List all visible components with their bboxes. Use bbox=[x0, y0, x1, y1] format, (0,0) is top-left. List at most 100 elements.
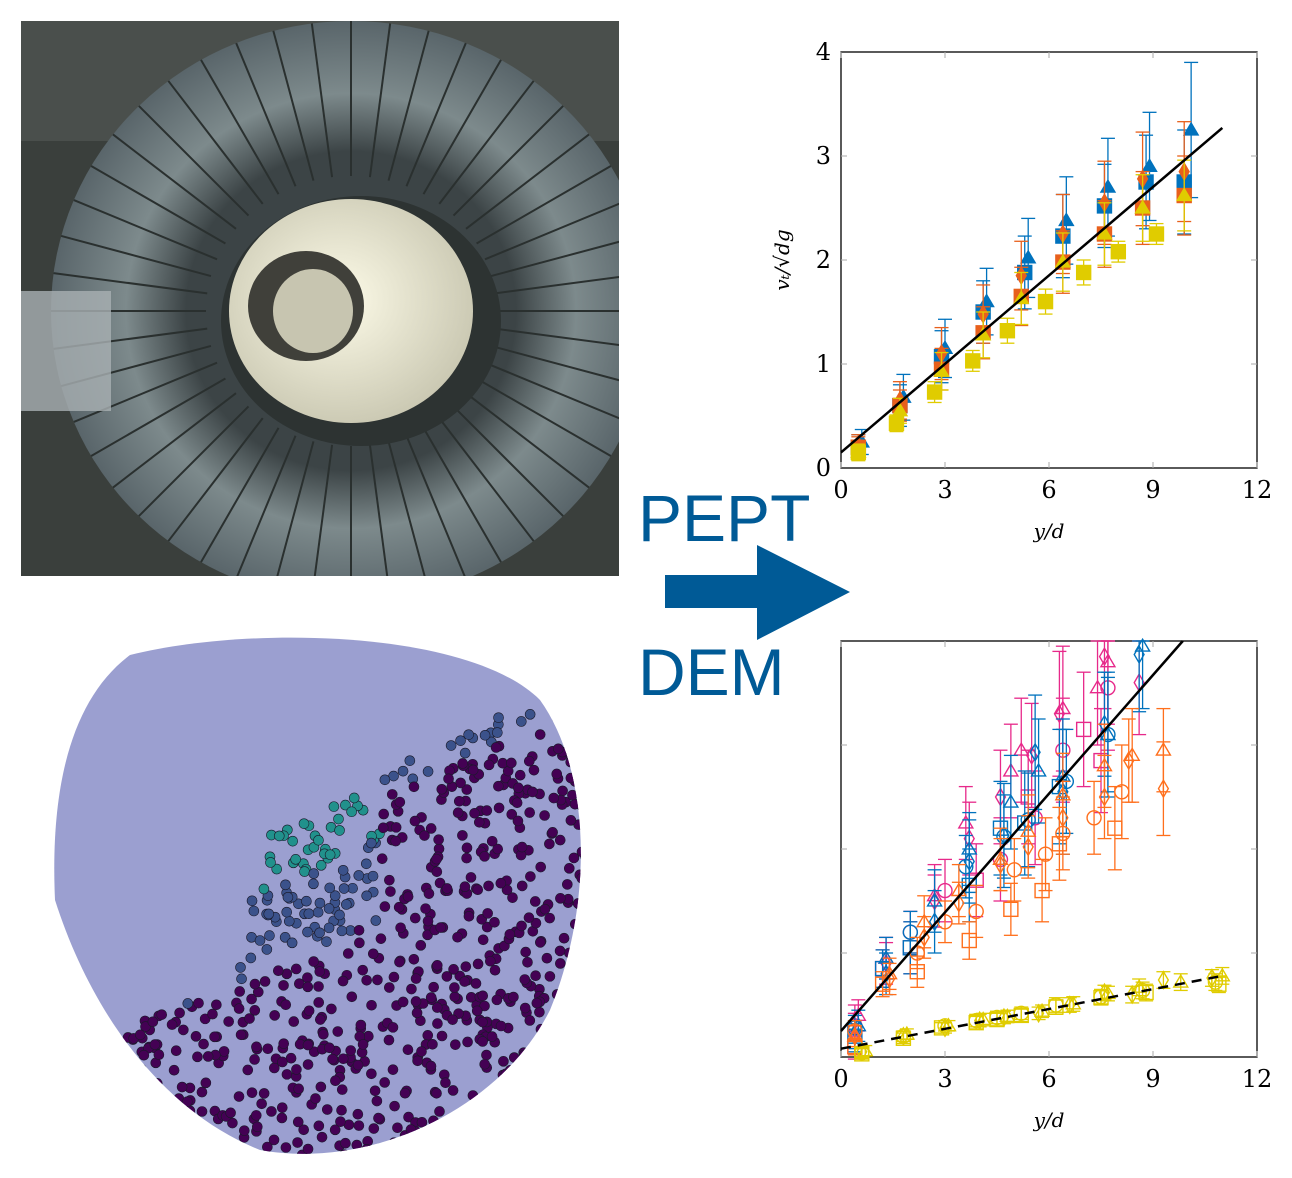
particle bbox=[127, 1083, 139, 1095]
particle bbox=[409, 912, 421, 924]
particle bbox=[314, 1014, 326, 1025]
detector-segment bbox=[452, 105, 564, 217]
particle bbox=[287, 835, 298, 847]
particle bbox=[277, 1056, 288, 1068]
particle bbox=[506, 757, 517, 769]
particle bbox=[567, 789, 578, 801]
particle bbox=[351, 1139, 363, 1151]
particle bbox=[98, 1037, 109, 1049]
particle bbox=[535, 861, 547, 873]
particle bbox=[298, 818, 310, 829]
particle bbox=[476, 1109, 487, 1120]
particle bbox=[397, 996, 409, 1008]
particle bbox=[585, 1001, 590, 1011]
particle bbox=[290, 854, 301, 865]
particle bbox=[312, 906, 324, 918]
particle bbox=[495, 877, 507, 889]
pept-scanner-photo bbox=[21, 21, 619, 576]
particle bbox=[71, 1146, 83, 1154]
particle bbox=[234, 986, 246, 997]
particle bbox=[551, 989, 563, 1000]
detector-segment bbox=[200, 59, 280, 195]
particle bbox=[335, 1116, 346, 1127]
particle bbox=[562, 879, 573, 890]
particle bbox=[393, 901, 405, 913]
particle bbox=[534, 1006, 545, 1018]
particle bbox=[544, 912, 556, 924]
particle bbox=[551, 1054, 563, 1065]
particle bbox=[110, 1034, 122, 1046]
particle bbox=[524, 1015, 536, 1026]
particle bbox=[156, 1009, 167, 1020]
data-point-circle bbox=[1207, 974, 1224, 990]
particle bbox=[539, 810, 550, 821]
dem-label: DEM bbox=[638, 635, 785, 709]
particle bbox=[336, 1104, 347, 1116]
particle bbox=[503, 1095, 515, 1107]
particle bbox=[61, 1121, 72, 1132]
particle bbox=[477, 1036, 488, 1047]
particle bbox=[512, 815, 524, 827]
particle bbox=[436, 1030, 448, 1042]
particle bbox=[523, 912, 535, 923]
detector-segment bbox=[313, 444, 334, 576]
particle bbox=[127, 1089, 139, 1100]
y-axis-label: vₜ/√dg bbox=[770, 229, 794, 290]
particle bbox=[330, 1075, 341, 1087]
particle bbox=[79, 1111, 91, 1122]
particle bbox=[579, 706, 581, 717]
detector-segment bbox=[368, 444, 389, 576]
data-point-triangle bbox=[1134, 199, 1151, 214]
detector-segment bbox=[73, 199, 218, 261]
particle bbox=[321, 936, 332, 947]
particle bbox=[292, 1137, 303, 1148]
data-point-triangle bbox=[1155, 741, 1172, 756]
particle bbox=[422, 766, 434, 777]
particle bbox=[286, 937, 298, 949]
particle bbox=[535, 937, 546, 948]
particle bbox=[488, 1106, 500, 1118]
detector-segment bbox=[167, 417, 264, 542]
particle bbox=[89, 1050, 101, 1062]
particle bbox=[556, 1043, 568, 1055]
data-point-square bbox=[888, 415, 905, 431]
particle bbox=[254, 935, 266, 946]
particle bbox=[337, 864, 349, 876]
particle bbox=[198, 1038, 209, 1050]
particle bbox=[302, 1059, 314, 1070]
particle bbox=[463, 729, 474, 740]
particle bbox=[532, 1068, 543, 1080]
particle bbox=[114, 1038, 126, 1049]
particle bbox=[155, 1095, 167, 1106]
data-point-triangle bbox=[1019, 249, 1037, 264]
particle bbox=[530, 917, 542, 929]
particle bbox=[516, 716, 527, 727]
detector-segment bbox=[60, 234, 212, 278]
particle bbox=[452, 931, 463, 943]
plot-frame bbox=[840, 640, 1258, 1058]
particle bbox=[465, 872, 477, 883]
particle bbox=[369, 1085, 381, 1097]
particle bbox=[366, 999, 377, 1011]
particle bbox=[486, 835, 498, 847]
particle bbox=[416, 1046, 427, 1057]
detector-segment bbox=[476, 165, 612, 245]
particle bbox=[394, 1138, 406, 1149]
particle bbox=[450, 1039, 461, 1050]
particle bbox=[146, 1135, 158, 1146]
x-tick-label: 9 bbox=[1145, 476, 1160, 504]
particle bbox=[477, 1016, 488, 1028]
data-point-square bbox=[1148, 226, 1165, 242]
particle bbox=[193, 997, 204, 1009]
particle bbox=[308, 956, 319, 967]
particle bbox=[153, 1049, 165, 1061]
data-point-triangle bbox=[1058, 212, 1075, 227]
particle bbox=[528, 764, 540, 776]
particle bbox=[483, 759, 495, 771]
particle bbox=[551, 1138, 563, 1150]
detector-segment bbox=[476, 377, 612, 457]
x-tick-label: 9 bbox=[1145, 1065, 1160, 1093]
particle bbox=[324, 882, 336, 894]
particle bbox=[109, 1072, 120, 1084]
